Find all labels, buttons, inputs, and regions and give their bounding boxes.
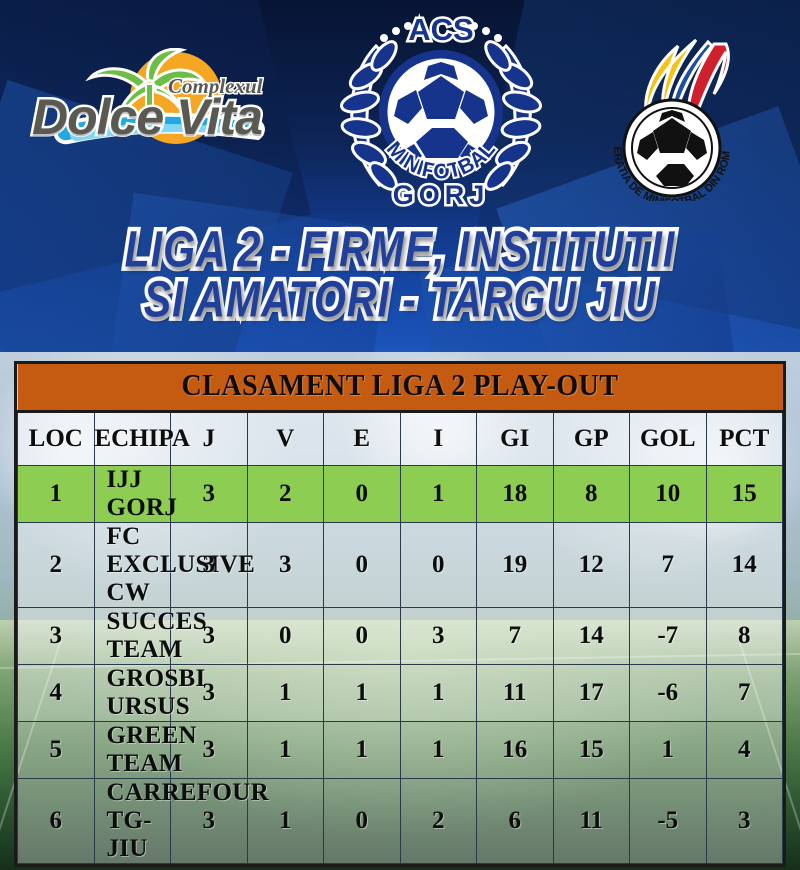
cell-v: 3 (246, 522, 324, 608)
svg-text:ACS: ACS (408, 12, 473, 47)
cell-gol: 10 (629, 465, 707, 523)
table-row[interactable]: 3 SUCCES TEAM 3 0 0 3 7 14 -7 8 (17, 607, 783, 665)
cell-loc: 6 (17, 778, 95, 864)
cell-e: 1 (323, 664, 401, 722)
cell-gp: 8 (552, 465, 630, 523)
table-row[interactable]: 4 GROSBI URSUS 3 1 1 1 11 17 -6 7 (17, 664, 783, 722)
table-header-row: LOC ECHIPA J V E I GI GP GOL PCT (17, 411, 783, 466)
cell-i: 2 (399, 778, 477, 864)
table-body: 1 IJJ GORJ 3 2 0 1 18 8 10 15 2 FC EXCLUSIVE CW 3 3 0 0… (17, 465, 783, 864)
cell-gi: 11 (476, 664, 554, 722)
cell-i: 0 (399, 522, 477, 608)
column-header-gp[interactable]: GP (552, 411, 630, 466)
dolce-vita-logo: Complexul Dolce Vita (28, 47, 298, 163)
standings-table-container: CLASAMENT LIGA 2 PLAY-OUT LOC ECHIPA J V… (14, 361, 786, 867)
cell-echipa: SUCCES TEAM (93, 607, 207, 665)
acs-crest-artwork: ACS MINIFOTBAL (340, 10, 542, 213)
cell-e: 0 (323, 465, 401, 523)
dolce-vita-wordmark: Dolce Vita (30, 87, 266, 148)
cell-j: 3 (170, 607, 248, 665)
table-row[interactable]: 2 FC EXCLUSIVE CW 3 3 0 0 19 12 7 14 (17, 522, 783, 608)
cell-e: 0 (323, 778, 401, 864)
cell-echipa: CARREFOUR TG-JIU (93, 778, 269, 864)
cell-pct: 3 (705, 778, 783, 864)
column-header-loc[interactable]: LOC (17, 411, 95, 466)
cell-j: 3 (170, 664, 248, 722)
table-header-row-group: LOC ECHIPA J V E I GI GP GOL PCT (17, 411, 783, 466)
table-banner-cell: CLASAMENT LIGA 2 PLAY-OUT (17, 364, 783, 413)
cell-gol: -5 (629, 778, 707, 864)
cell-gi: 16 (476, 721, 554, 779)
standings-table: CLASAMENT LIGA 2 PLAY-OUT LOC ECHIPA J V… (17, 364, 783, 864)
cell-pct: 14 (705, 522, 783, 608)
cell-v: 0 (246, 607, 324, 665)
cell-echipa: FC EXCLUSIVE CW (93, 522, 255, 608)
cell-i: 1 (399, 664, 477, 722)
cell-i: 3 (399, 607, 477, 665)
cell-e: 0 (323, 607, 401, 665)
table-row[interactable]: 5 GREEN TEAM 3 1 1 1 16 15 1 4 (17, 721, 783, 779)
cell-loc: 1 (17, 465, 95, 523)
cell-gol: -7 (629, 607, 707, 665)
cell-j: 3 (170, 522, 248, 608)
page-title: LIGA 2 - FIRME, INSTITUTII SI AMATORI - … (0, 219, 800, 329)
federatia-minifotbal-romania-logo: FEDERATIA DE MINIFOTBAL DIN ROMANIA (596, 27, 750, 209)
cell-v: 1 (246, 664, 324, 722)
cell-j: 3 (170, 721, 248, 779)
cell-gol: 7 (629, 522, 707, 608)
page-title-line-2: SI AMATORI - TARGU JIU (140, 269, 658, 329)
column-header-echipa[interactable]: ECHIPA (93, 411, 190, 466)
cell-pct: 8 (705, 607, 783, 665)
column-header-e[interactable]: E (323, 411, 401, 466)
cell-echipa: GREEN TEAM (93, 721, 197, 779)
cell-j: 3 (170, 465, 248, 523)
acs-minifotbal-gorj-logo: ACS MINIFOTBAL (336, 4, 546, 213)
cell-gi: 7 (476, 607, 554, 665)
cell-loc: 2 (17, 522, 95, 608)
column-header-j[interactable]: J (170, 411, 248, 466)
table-row[interactable]: 1 IJJ GORJ 3 2 0 1 18 8 10 15 (17, 465, 783, 523)
dolce-vita-artwork (53, 47, 265, 145)
cell-gol: -6 (629, 664, 707, 722)
cell-echipa: IJJ GORJ (93, 465, 177, 523)
table-banner-text: CLASAMENT LIGA 2 PLAY-OUT (181, 368, 619, 403)
svg-text:GORJ: GORJ (393, 180, 490, 210)
column-header-pct[interactable]: PCT (705, 411, 783, 466)
cell-gp: 15 (552, 721, 630, 779)
cell-gp: 11 (552, 778, 630, 864)
cell-gi: 18 (476, 465, 554, 523)
column-header-gol[interactable]: GOL (629, 411, 707, 466)
column-header-gi[interactable]: GI (476, 411, 554, 466)
logo-row: Complexul Dolce Vita (0, 0, 800, 215)
cell-pct: 15 (705, 465, 783, 523)
cell-gp: 14 (552, 607, 630, 665)
cell-e: 1 (323, 721, 401, 779)
cell-pct: 4 (705, 721, 783, 779)
cell-v: 1 (246, 778, 324, 864)
cell-echipa: GROSBI URSUS (93, 664, 205, 722)
table-banner-row: CLASAMENT LIGA 2 PLAY-OUT (17, 364, 783, 413)
federation-artwork: FEDERATIA DE MINIFOTBAL DIN ROMANIA (596, 27, 733, 209)
cell-gi: 6 (476, 778, 554, 864)
cell-v: 1 (246, 721, 324, 779)
cell-e: 0 (323, 522, 401, 608)
cell-i: 1 (399, 465, 477, 523)
cell-pct: 7 (705, 664, 783, 722)
page-title-line-1: LIGA 2 - FIRME, INSTITUTII (121, 219, 678, 279)
cell-i: 1 (399, 721, 477, 779)
cell-gol: 1 (629, 721, 707, 779)
cell-loc: 5 (17, 721, 95, 779)
cell-gp: 17 (552, 664, 630, 722)
column-header-i[interactable]: I (399, 411, 477, 466)
cell-v: 2 (246, 465, 324, 523)
cell-gi: 19 (476, 522, 554, 608)
table-row[interactable]: 6 CARREFOUR TG-JIU 3 1 0 2 6 11 -5 3 (17, 778, 783, 864)
column-header-v[interactable]: V (246, 411, 324, 466)
cell-j: 3 (170, 778, 248, 864)
cell-loc: 4 (17, 664, 95, 722)
dolce-vita-subtitle: Complexul (167, 73, 265, 100)
cell-loc: 3 (17, 607, 95, 665)
cell-gp: 12 (552, 522, 630, 608)
